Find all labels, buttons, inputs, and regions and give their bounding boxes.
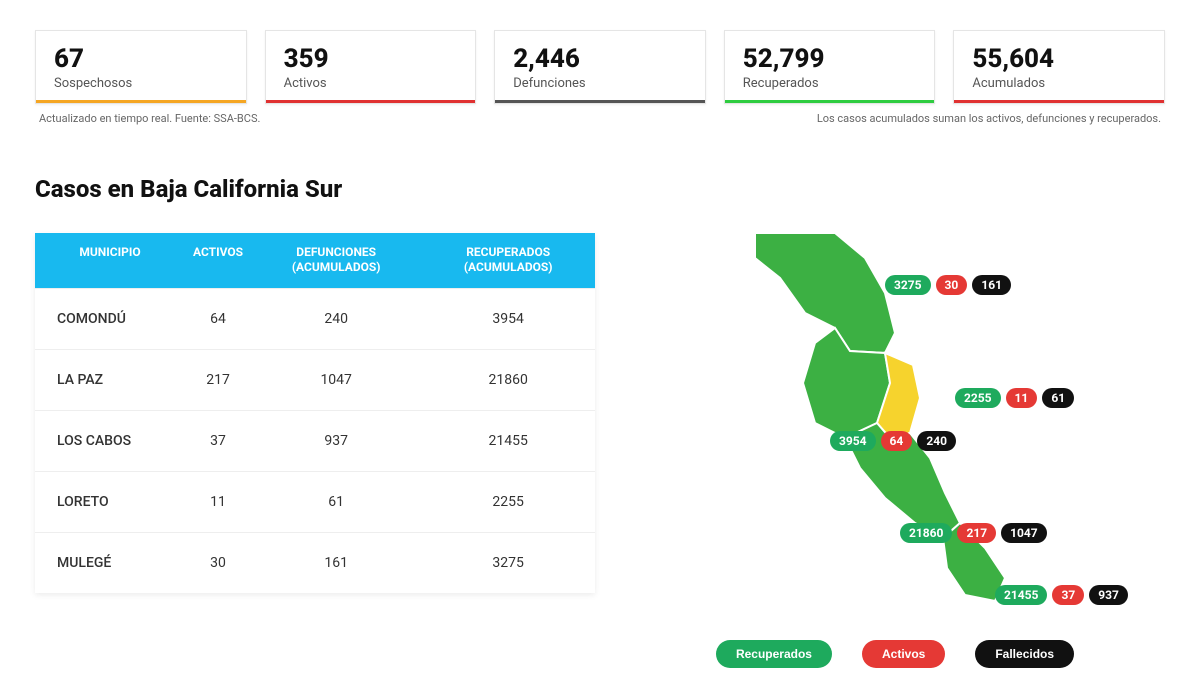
pill-fallecidos: 161 <box>972 275 1011 295</box>
table-row: LORETO11612255 <box>35 471 595 532</box>
pill-activos: 11 <box>1006 388 1038 408</box>
pill-activos: 30 <box>936 275 968 295</box>
cell-value: 240 <box>251 288 421 349</box>
stat-value: 55,604 <box>972 45 1146 74</box>
footnotes: Actualizado en tiempo real. Fuente: SSA-… <box>35 112 1165 125</box>
stat-card-activos: 359 Activos <box>265 30 477 104</box>
cell-value: 3954 <box>421 288 595 349</box>
map-legend: Recuperados Activos Fallecidos <box>625 640 1165 668</box>
map-marker-lapaz: 218602171047 <box>900 523 1047 543</box>
cell-value: 21860 <box>421 349 595 410</box>
stat-label: Activos <box>284 76 458 91</box>
pill-activos: 64 <box>881 431 913 451</box>
cell-value: 61 <box>251 471 421 532</box>
col-activos: ACTIVOS <box>185 233 251 289</box>
map-marker-loreto: 22551161 <box>955 388 1074 408</box>
cell-value: 21455 <box>421 410 595 471</box>
cell-value: 3275 <box>421 532 595 593</box>
stat-value: 67 <box>54 45 228 74</box>
cell-value: 161 <box>251 532 421 593</box>
pill-recuperados: 21860 <box>900 523 952 543</box>
map-marker-mulege: 327530161 <box>885 275 1011 295</box>
cell-value: 11 <box>185 471 251 532</box>
pill-recuperados: 3954 <box>830 431 876 451</box>
table-row: MULEGÉ301613275 <box>35 532 595 593</box>
table-row: LOS CABOS3793721455 <box>35 410 595 471</box>
pill-fallecidos: 240 <box>917 431 956 451</box>
pill-recuperados: 2255 <box>955 388 1001 408</box>
cell-municipio: COMONDÚ <box>35 288 185 349</box>
map-marker-loscabos: 2145537937 <box>995 585 1128 605</box>
stat-value: 359 <box>284 45 458 74</box>
cases-table-wrap: MUNICIPIO ACTIVOS DEFUNCIONES (ACUMULADO… <box>35 233 595 663</box>
cell-value: 30 <box>185 532 251 593</box>
pill-fallecidos: 61 <box>1042 388 1074 408</box>
map-wrap: 3275301612255116139546424021860217104721… <box>625 233 1165 663</box>
cell-value: 64 <box>185 288 251 349</box>
section-title: Casos en Baja California Sur <box>35 175 1165 203</box>
legend-fallecidos[interactable]: Fallecidos <box>975 640 1074 668</box>
stat-label: Acumulados <box>972 76 1146 91</box>
cell-municipio: LOS CABOS <box>35 410 185 471</box>
cell-municipio: MULEGÉ <box>35 532 185 593</box>
footnote-right: Los casos acumulados suman los activos, … <box>817 112 1161 125</box>
stat-label: Defunciones <box>513 76 687 91</box>
cell-municipio: LA PAZ <box>35 349 185 410</box>
pill-activos: 217 <box>957 523 996 543</box>
col-municipio: MUNICIPIO <box>35 233 185 289</box>
col-defunciones: DEFUNCIONES (ACUMULADOS) <box>251 233 421 289</box>
stats-row: 67 Sospechosos 359 Activos 2,446 Defunci… <box>35 30 1165 104</box>
stat-value: 2,446 <box>513 45 687 74</box>
pill-fallecidos: 1047 <box>1001 523 1047 543</box>
cases-table: MUNICIPIO ACTIVOS DEFUNCIONES (ACUMULADO… <box>35 233 595 593</box>
cell-municipio: LORETO <box>35 471 185 532</box>
cell-value: 2255 <box>421 471 595 532</box>
table-row: COMONDÚ642403954 <box>35 288 595 349</box>
stat-value: 52,799 <box>743 45 917 74</box>
content-row: MUNICIPIO ACTIVOS DEFUNCIONES (ACUMULADO… <box>35 233 1165 663</box>
col-recuperados: RECUPERADOS (ACUMULADOS) <box>421 233 595 289</box>
legend-activos[interactable]: Activos <box>862 640 945 668</box>
table-row: LA PAZ217104721860 <box>35 349 595 410</box>
stat-label: Recuperados <box>743 76 917 91</box>
pill-recuperados: 21455 <box>995 585 1047 605</box>
stat-card-sospechosos: 67 Sospechosos <box>35 30 247 104</box>
cell-value: 37 <box>185 410 251 471</box>
cell-value: 217 <box>185 349 251 410</box>
pill-recuperados: 3275 <box>885 275 931 295</box>
stat-card-acumulados: 55,604 Acumulados <box>953 30 1165 104</box>
stat-card-defunciones: 2,446 Defunciones <box>494 30 706 104</box>
pill-fallecidos: 937 <box>1089 585 1128 605</box>
stat-card-recuperados: 52,799 Recuperados <box>724 30 936 104</box>
cell-value: 937 <box>251 410 421 471</box>
footnote-left: Actualizado en tiempo real. Fuente: SSA-… <box>39 112 260 125</box>
pill-activos: 37 <box>1052 585 1084 605</box>
cell-value: 1047 <box>251 349 421 410</box>
legend-recuperados[interactable]: Recuperados <box>716 640 832 668</box>
map-marker-comondu: 395464240 <box>830 431 956 451</box>
stat-label: Sospechosos <box>54 76 228 91</box>
